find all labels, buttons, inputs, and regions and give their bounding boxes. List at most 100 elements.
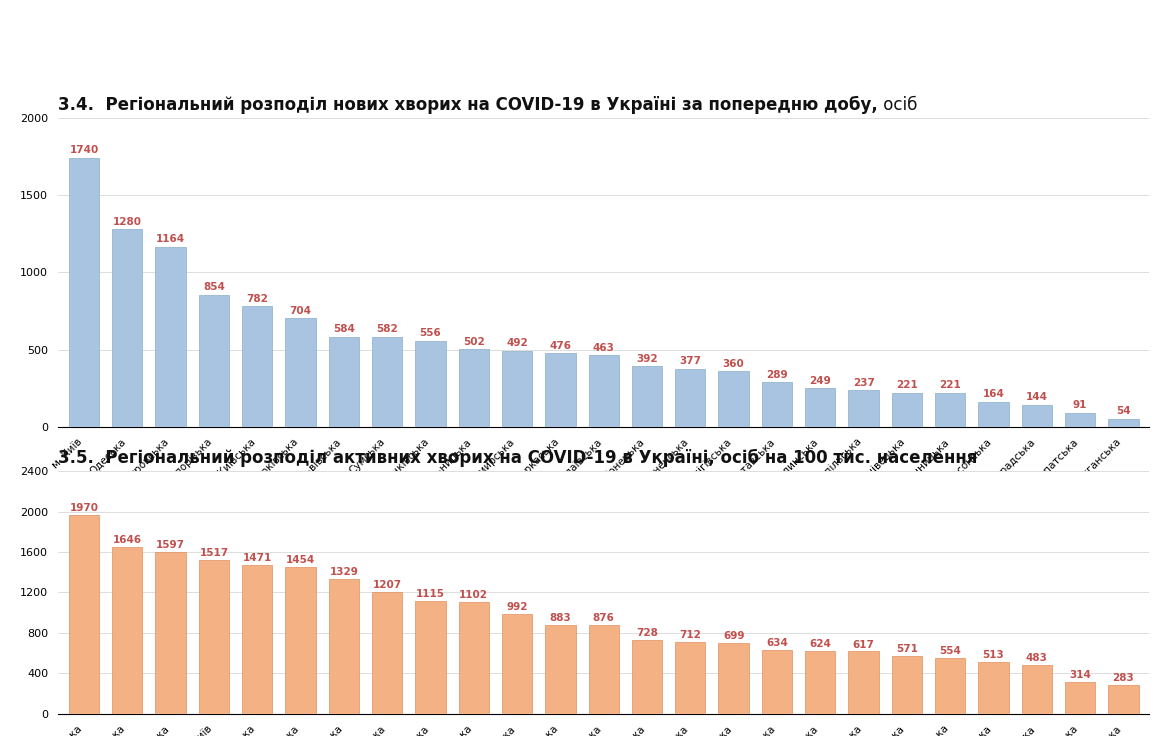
- Text: 221: 221: [939, 381, 961, 390]
- Text: 502: 502: [463, 337, 484, 347]
- Bar: [849, 390, 879, 427]
- Text: 1646: 1646: [113, 535, 142, 545]
- Bar: [546, 353, 576, 427]
- Bar: [113, 548, 143, 714]
- Text: осіб: осіб: [878, 96, 917, 114]
- Text: 221: 221: [896, 381, 917, 390]
- Text: 1329: 1329: [330, 567, 359, 578]
- Text: 728: 728: [636, 629, 658, 638]
- Bar: [1065, 413, 1095, 427]
- Bar: [935, 658, 965, 714]
- Text: 314: 314: [1069, 670, 1091, 680]
- Bar: [892, 656, 922, 714]
- Bar: [459, 602, 489, 714]
- Text: 360: 360: [723, 358, 744, 369]
- Bar: [502, 614, 532, 714]
- Bar: [1109, 685, 1139, 714]
- Text: 3.5.  Регіональний розподіл активних хворих на COVID-19 в Україні, осіб на 100 т: 3.5. Регіональний розподіл активних хвор…: [58, 449, 978, 467]
- Text: 144: 144: [1026, 392, 1047, 402]
- Bar: [632, 367, 662, 427]
- Text: 463: 463: [593, 343, 614, 353]
- Bar: [719, 371, 749, 427]
- Bar: [243, 565, 273, 714]
- Text: 854: 854: [203, 283, 225, 292]
- Text: 584: 584: [333, 324, 355, 334]
- Text: 91: 91: [1073, 400, 1088, 411]
- Bar: [762, 382, 792, 427]
- Text: 513: 513: [982, 650, 1004, 660]
- Text: 1970: 1970: [70, 503, 99, 512]
- Bar: [113, 229, 143, 427]
- Text: 1471: 1471: [243, 553, 272, 563]
- Text: 1164: 1164: [156, 235, 186, 244]
- Bar: [156, 247, 186, 427]
- Bar: [849, 651, 879, 714]
- Text: 617: 617: [852, 640, 874, 650]
- Bar: [676, 369, 706, 427]
- Text: 1597: 1597: [156, 540, 185, 551]
- Text: 704: 704: [289, 305, 311, 316]
- Bar: [805, 389, 836, 427]
- Bar: [502, 351, 532, 427]
- Text: 883: 883: [549, 612, 571, 623]
- Text: 54: 54: [1116, 406, 1131, 416]
- Text: 377: 377: [679, 356, 701, 366]
- Text: 1740: 1740: [70, 146, 99, 155]
- Bar: [1022, 665, 1052, 714]
- Text: 476: 476: [549, 341, 571, 351]
- Text: 556: 556: [419, 328, 441, 339]
- Text: 237: 237: [852, 378, 874, 388]
- Bar: [199, 560, 229, 714]
- Bar: [1022, 405, 1052, 427]
- Bar: [416, 601, 446, 714]
- Text: 571: 571: [896, 644, 918, 654]
- Text: 289: 289: [766, 369, 788, 380]
- Bar: [243, 306, 273, 427]
- Text: 1517: 1517: [200, 548, 229, 559]
- Text: 712: 712: [679, 630, 701, 640]
- Bar: [632, 640, 662, 714]
- Text: 782: 782: [246, 294, 268, 303]
- Text: 992: 992: [506, 601, 528, 612]
- Bar: [329, 336, 359, 427]
- Bar: [372, 337, 403, 427]
- Bar: [68, 158, 99, 427]
- Text: 1102: 1102: [460, 590, 489, 601]
- Text: 624: 624: [809, 639, 831, 649]
- Text: 554: 554: [939, 646, 961, 656]
- Bar: [935, 393, 965, 427]
- Bar: [416, 341, 446, 427]
- Text: 634: 634: [766, 638, 788, 648]
- Bar: [286, 318, 316, 427]
- Bar: [329, 579, 359, 714]
- Bar: [1065, 682, 1095, 714]
- Bar: [589, 355, 619, 427]
- Bar: [676, 642, 706, 714]
- Text: 483: 483: [1026, 653, 1047, 663]
- Text: 1115: 1115: [416, 589, 445, 599]
- Text: 876: 876: [593, 613, 614, 623]
- Text: 392: 392: [636, 354, 658, 364]
- Text: 283: 283: [1112, 673, 1134, 683]
- Text: 249: 249: [809, 376, 831, 386]
- Bar: [589, 626, 619, 714]
- Bar: [1109, 419, 1139, 427]
- Bar: [979, 402, 1009, 427]
- Bar: [156, 552, 186, 714]
- Text: 164: 164: [982, 389, 1004, 399]
- Text: 492: 492: [506, 339, 528, 348]
- Bar: [372, 592, 403, 714]
- Text: 1280: 1280: [113, 216, 142, 227]
- Text: 1454: 1454: [286, 555, 315, 565]
- Bar: [892, 393, 922, 427]
- Bar: [546, 625, 576, 714]
- Bar: [979, 662, 1009, 714]
- Bar: [762, 650, 792, 714]
- Bar: [719, 643, 749, 714]
- Bar: [199, 295, 229, 427]
- Bar: [459, 350, 489, 427]
- Text: 582: 582: [376, 325, 398, 334]
- Bar: [805, 651, 836, 714]
- Text: 699: 699: [723, 631, 744, 641]
- Text: 1207: 1207: [373, 580, 402, 590]
